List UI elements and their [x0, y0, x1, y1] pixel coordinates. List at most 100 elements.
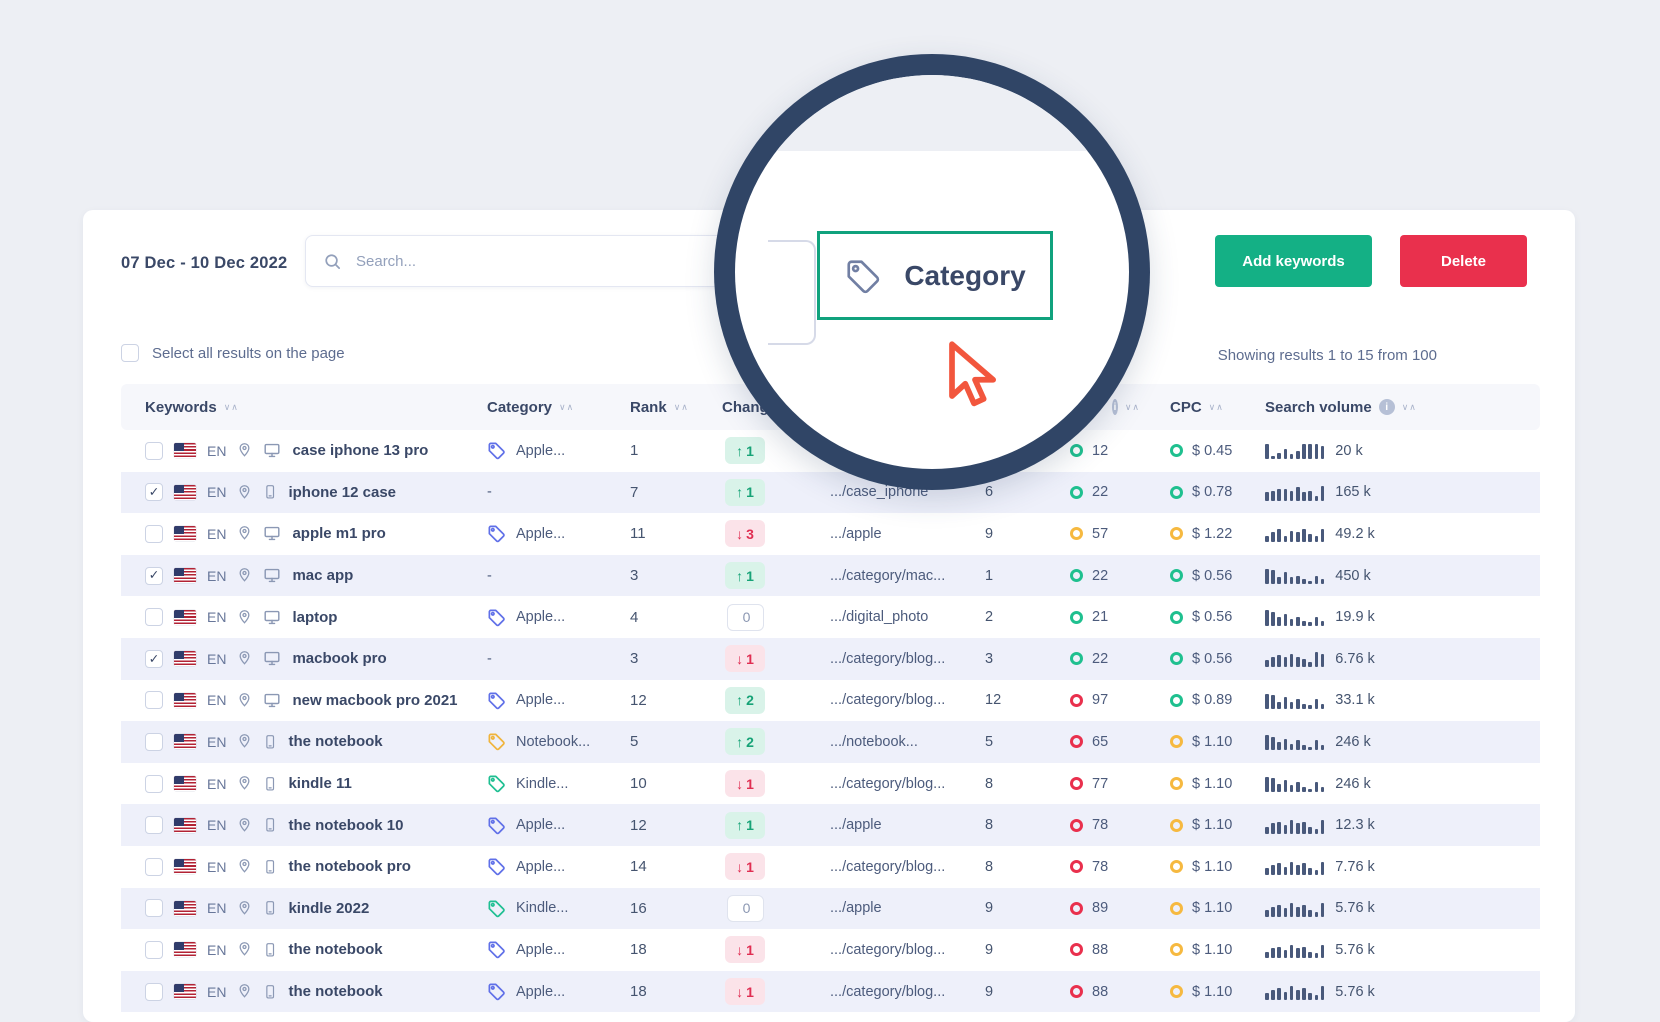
url-cell[interactable]: .../apple: [830, 525, 882, 542]
change-arrow-icon: ↓: [736, 775, 744, 792]
results-cell: 6: [985, 484, 994, 501]
row-checkbox[interactable]: [145, 524, 163, 543]
sort-arrows-icon[interactable]: [224, 402, 239, 413]
cpc-cell: $ 0.45: [1140, 443, 1250, 459]
row-checkbox[interactable]: [145, 982, 163, 1001]
header-cpc[interactable]: CPC: [1140, 399, 1250, 416]
row-checkbox[interactable]: ✓: [145, 649, 163, 668]
header-category[interactable]: Category: [463, 399, 610, 416]
row-checkbox[interactable]: [145, 691, 163, 710]
location-pin-icon: [237, 609, 252, 626]
url-cell[interactable]: .../category/blog...: [830, 858, 946, 875]
volume-bars-chart: [1265, 733, 1325, 751]
cpc-ring-icon: [1170, 569, 1183, 583]
category-filter-button[interactable]: Category: [817, 231, 1053, 320]
row-checkbox[interactable]: ✓: [145, 483, 163, 502]
keyword-text[interactable]: the notebook pro: [288, 858, 411, 876]
change-badge: ↓ 1: [725, 978, 765, 1006]
row-checkbox[interactable]: [145, 857, 163, 876]
competition-ring-icon: [1070, 569, 1083, 583]
search-input[interactable]: [354, 251, 757, 271]
keyword-text[interactable]: laptop: [292, 608, 338, 626]
cpc-value: $ 0.56: [1192, 609, 1233, 626]
keyword-text[interactable]: apple m1 pro: [292, 525, 386, 543]
keyword-text[interactable]: mac app: [292, 567, 354, 585]
cpc-cell: $ 0.56: [1140, 651, 1250, 667]
url-cell[interactable]: .../category/mac...: [830, 567, 946, 584]
url-cell[interactable]: .../category/blog...: [830, 775, 946, 792]
select-all-control[interactable]: Select all results on the page: [121, 344, 345, 362]
date-range-picker[interactable]: 07 Dec - 10 Dec 2022: [121, 254, 288, 272]
sort-arrows-icon[interactable]: [1402, 402, 1417, 413]
desktop-icon: [263, 650, 281, 667]
results-cell: 2: [985, 609, 994, 626]
keyword-text[interactable]: case iphone 13 pro: [292, 442, 429, 460]
competition-cell: 57: [1040, 526, 1140, 542]
keyword-text[interactable]: macbook pro: [292, 650, 387, 668]
competition-cell: 77: [1040, 776, 1140, 792]
search-box[interactable]: [305, 235, 775, 287]
url-cell[interactable]: .../category/blog...: [830, 983, 946, 1000]
results-counter: Showing results 1 to 15 from 100: [1217, 347, 1437, 364]
url-cell[interactable]: .../digital_photo: [830, 609, 929, 626]
sort-arrows-icon[interactable]: [1209, 402, 1224, 413]
add-keywords-button[interactable]: Add keywords: [1215, 235, 1372, 287]
keyword-text[interactable]: the notebook: [288, 983, 383, 1001]
sort-arrows-icon[interactable]: [559, 402, 574, 413]
url-cell[interactable]: .../notebook...: [830, 733, 918, 750]
header-search-volume[interactable]: Search volume i: [1250, 399, 1540, 416]
header-keywords[interactable]: Keywords: [121, 399, 463, 416]
keyword-text[interactable]: the notebook: [288, 941, 383, 959]
change-cell: ↑ 2: [700, 728, 790, 756]
select-all-checkbox[interactable]: [121, 344, 139, 362]
competition-value: 22: [1092, 484, 1109, 501]
row-checkbox[interactable]: [145, 899, 163, 918]
header-rank[interactable]: Rank: [610, 399, 700, 416]
url-cell[interactable]: .../apple: [830, 900, 882, 917]
search-volume-cell: 49.2 k: [1250, 525, 1540, 543]
keyword-text[interactable]: iphone 12 case: [288, 483, 397, 501]
url-cell[interactable]: .../category/blog...: [830, 941, 946, 958]
change-value: 1: [746, 941, 754, 958]
row-checkbox[interactable]: [145, 774, 163, 793]
delete-button[interactable]: Delete: [1400, 235, 1527, 287]
location-pin-icon: [237, 775, 252, 792]
cpc-cell: $ 1.22: [1140, 526, 1250, 542]
mobile-icon: [263, 775, 277, 793]
url-cell[interactable]: .../apple: [830, 817, 882, 834]
competition-cell: 22: [1040, 568, 1140, 584]
row-checkbox[interactable]: [145, 816, 163, 835]
sort-arrows-icon[interactable]: [674, 402, 689, 413]
row-checkbox[interactable]: [145, 441, 163, 460]
header-competition[interactable]: i: [1040, 399, 1140, 415]
table-row: EN apple m1 pro: [121, 513, 1540, 555]
row-checkbox[interactable]: [145, 608, 163, 627]
keyword-text[interactable]: the notebook 10: [288, 816, 404, 834]
competition-cell: 88: [1040, 942, 1140, 958]
url-cell[interactable]: .../category/blog...: [830, 650, 946, 667]
keyword-text[interactable]: new macbook pro 2021: [292, 691, 458, 709]
row-checkbox[interactable]: ✓: [145, 566, 163, 585]
search-volume-cell: 7.76 k: [1250, 858, 1540, 876]
info-icon[interactable]: i: [1378, 399, 1395, 415]
row-checkbox[interactable]: [145, 940, 163, 959]
competition-value: 65: [1092, 733, 1109, 750]
row-checkbox[interactable]: [145, 732, 163, 751]
search-volume-cell: 246 k: [1250, 733, 1540, 751]
category-cell: -: [463, 484, 610, 500]
competition-ring-icon: [1070, 985, 1083, 999]
keyword-text[interactable]: the notebook: [288, 733, 383, 751]
url-cell[interactable]: .../case_iphone: [830, 484, 929, 501]
cpc-value: $ 0.45: [1192, 442, 1233, 459]
tag-icon: [487, 816, 506, 835]
url-cell[interactable]: .../category/blog...: [830, 692, 946, 709]
sort-arrows-icon[interactable]: [1125, 402, 1140, 413]
volume-value: 19.9 k: [1335, 609, 1375, 626]
mobile-icon: [263, 941, 277, 959]
change-cell: ↓ 1: [700, 978, 790, 1006]
keyword-text[interactable]: kindle 11: [288, 775, 352, 793]
us-flag-icon: [174, 692, 196, 708]
keyword-text[interactable]: kindle 2022: [288, 899, 370, 917]
volume-value: 5.76 k: [1335, 900, 1375, 917]
info-icon[interactable]: i: [1112, 399, 1118, 415]
